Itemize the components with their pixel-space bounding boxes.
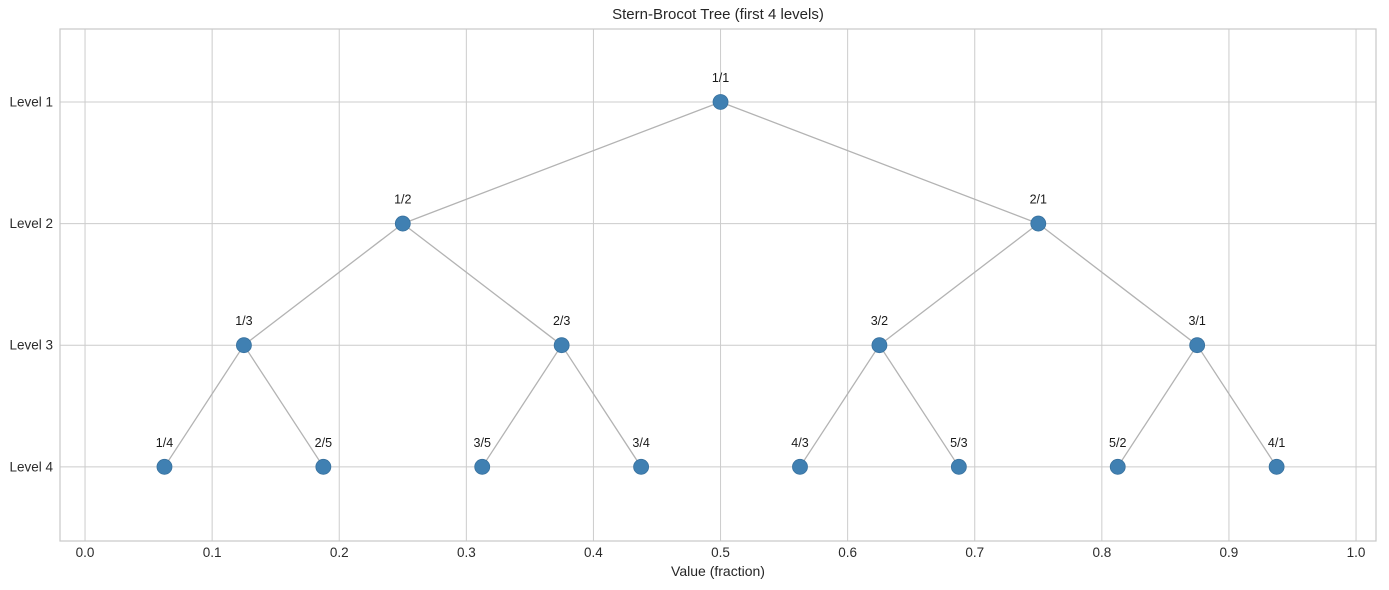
tree-node — [792, 458, 808, 475]
node-label: 1/1 — [712, 71, 729, 85]
node-label: 5/3 — [950, 436, 967, 450]
axes-border — [59, 28, 1377, 542]
x-tick-label: 0.0 — [76, 545, 95, 560]
tree-edge — [878, 344, 960, 468]
tree-edge — [561, 344, 642, 468]
node-label: 3/2 — [871, 314, 888, 328]
x-tick-label: 0.1 — [203, 545, 222, 560]
x-tick-label: 0.2 — [330, 545, 349, 560]
tree-edge — [481, 344, 563, 468]
node-label: 3/5 — [474, 436, 491, 450]
node-label: 2/1 — [1030, 193, 1047, 207]
tree-node — [236, 337, 252, 354]
tree-node — [1268, 458, 1285, 475]
tree-edge — [402, 101, 721, 225]
tree-node — [315, 458, 332, 475]
node-label: 4/1 — [1268, 436, 1285, 450]
tree-edge — [1117, 344, 1198, 468]
x-tick-label: 0.7 — [965, 545, 984, 560]
tree-edge — [243, 344, 324, 468]
x-axis-label: Value (fraction) — [671, 563, 765, 579]
tree-node — [1030, 215, 1047, 232]
y-tick-label: Level 2 — [9, 216, 53, 231]
x-tick-label: 0.5 — [711, 545, 730, 560]
node-label: 1/3 — [235, 314, 252, 328]
node-label: 2/3 — [553, 314, 570, 328]
tree-node — [1189, 337, 1206, 354]
chart-title: Stern-Brocot Tree (first 4 levels) — [612, 6, 824, 23]
x-tick-label: 0.9 — [1220, 545, 1239, 560]
tree-edge — [402, 223, 563, 346]
y-tick-label: Level 3 — [9, 338, 53, 353]
tree-edge — [243, 223, 404, 346]
x-tick-label: 1.0 — [1347, 545, 1366, 560]
tree-node — [553, 337, 570, 354]
x-tick-label: 0.3 — [457, 545, 476, 560]
tree-node — [1109, 458, 1126, 475]
tree-edge — [1037, 223, 1198, 346]
tree-node — [712, 94, 729, 110]
tree-edge — [163, 344, 245, 468]
tree-edge — [879, 223, 1039, 346]
x-tick-label: 0.6 — [838, 545, 857, 560]
tree-node — [474, 458, 491, 475]
y-tick-label: Level 4 — [9, 459, 53, 474]
node-label: 1/2 — [394, 193, 411, 207]
node-label: 2/5 — [315, 436, 332, 450]
node-label: 3/1 — [1188, 314, 1205, 328]
x-tick-label: 0.8 — [1092, 545, 1111, 560]
x-tick-label: 0.4 — [584, 545, 603, 560]
tree-node — [871, 337, 888, 354]
tree-node — [950, 458, 967, 475]
tree-node — [394, 215, 411, 232]
tree-node — [633, 458, 650, 475]
node-label: 4/3 — [791, 436, 808, 450]
tree-edge — [1196, 344, 1278, 468]
node-label: 3/4 — [632, 436, 649, 450]
tree-edge — [799, 344, 880, 468]
tree-edge — [720, 101, 1039, 225]
node-label: 1/4 — [156, 436, 173, 450]
node-label: 5/2 — [1109, 436, 1126, 450]
tree-node — [156, 458, 173, 475]
y-tick-label: Level 1 — [9, 94, 53, 109]
